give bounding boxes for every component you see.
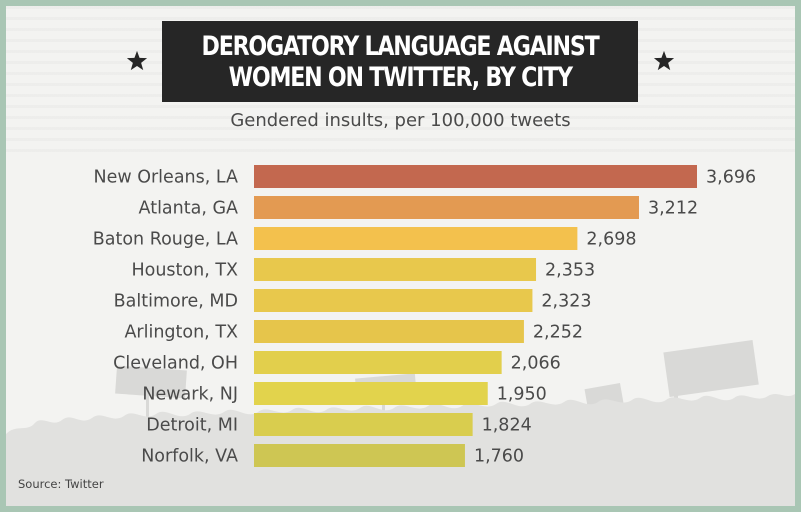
star-icon-left: [126, 50, 148, 71]
bar: [254, 320, 524, 343]
chart-subtitle: Gendered insults, per 100,000 tweets: [230, 110, 571, 131]
category-label: Norfolk, VA: [141, 447, 238, 467]
bar: [254, 351, 502, 374]
value-label: 2,323: [541, 292, 591, 312]
category-label: Houston, TX: [131, 261, 238, 281]
category-label: Arlington, TX: [124, 323, 238, 343]
bar: [254, 227, 578, 250]
bar: [254, 258, 537, 281]
title-line-1: DEROGATORY LANGUAGE AGAINST: [201, 30, 600, 62]
title-line-2: WOMEN ON TWITTER, BY CITY: [228, 61, 572, 93]
bar-chart: New Orleans, LA 3,696 Atlanta, GA 3,212 Bato…: [93, 165, 756, 467]
category-label: Baltimore, MD: [114, 292, 238, 312]
category-label: Cleveland, OH: [113, 354, 238, 374]
value-label: 3,212: [648, 199, 698, 219]
value-label: 2,698: [586, 230, 636, 250]
star-icon-right: [653, 50, 675, 71]
value-label: 3,696: [706, 168, 756, 188]
bar: [254, 444, 465, 467]
chart-frame: DEROGATORY LANGUAGE AGAINST WOMEN ON TWI…: [6, 6, 795, 506]
value-label: 1,950: [497, 385, 547, 405]
title-box: DEROGATORY LANGUAGE AGAINST WOMEN ON TWI…: [162, 21, 638, 102]
bar: [254, 165, 697, 188]
category-label: Newark, NJ: [142, 385, 238, 405]
value-label: 2,252: [533, 323, 583, 343]
bar: [254, 413, 473, 436]
bar: [254, 196, 639, 219]
category-label: New Orleans, LA: [93, 168, 238, 188]
bar: [254, 382, 488, 405]
category-label: Atlanta, GA: [139, 199, 238, 219]
source-note: Source: Twitter: [18, 477, 104, 491]
category-label: Detroit, MI: [146, 416, 238, 436]
category-label: Baton Rouge, LA: [93, 230, 238, 250]
value-label: 1,760: [474, 447, 524, 467]
value-label: 2,353: [545, 261, 595, 281]
bar: [254, 289, 533, 312]
value-label: 2,066: [511, 354, 561, 374]
value-label: 1,824: [482, 416, 532, 436]
